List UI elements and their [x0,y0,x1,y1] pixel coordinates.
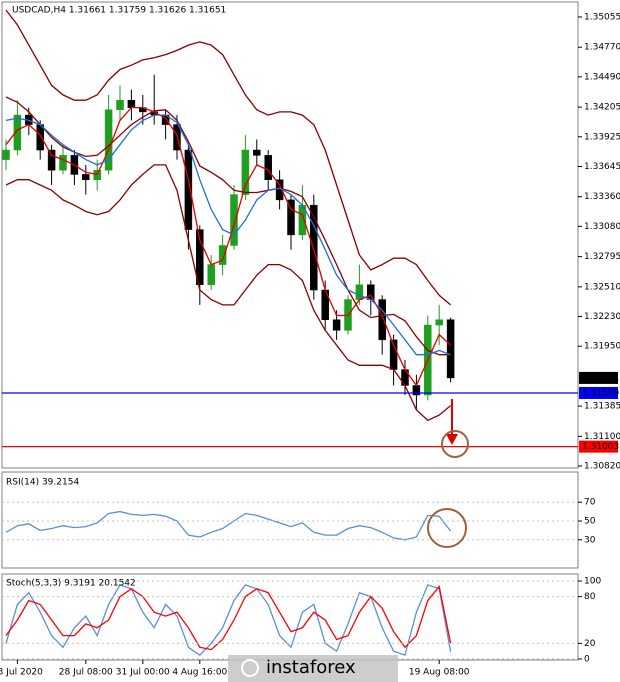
y-tick-label: 1.30820 [584,462,620,472]
plot-area [5,510,452,541]
price-level-label: 1.31509 [582,388,619,398]
candle-body [446,319,455,379]
candle-body [367,284,375,300]
y-tick-label: 1.33360 [584,192,620,202]
plot-layer: 1.35055 1.34770 1.34490 1.34205 1.33925 1.336… [0,6,620,678]
candle-body [47,149,56,171]
watermark-text: instaforex [266,657,356,678]
y-tick-label: 30 [584,535,596,545]
annotations [427,399,469,548]
indicator-line [5,585,452,651]
y-tick-label: 1.35055 [584,12,620,22]
candle-body [127,99,136,108]
arrow-head [446,434,458,445]
candle-body [287,199,295,236]
indicator-line [5,114,451,356]
watermark: instaforex [228,655,398,682]
y-tick-label: 20 [584,639,596,649]
y-tick-label: 1.32795 [584,252,620,262]
candle-body [230,194,238,246]
candle-body [253,149,261,156]
y-tick-label: 1.34490 [584,72,620,82]
main-panel [1,1,579,469]
candle-body [196,229,204,285]
y-tick-label: 70 [584,498,596,508]
rsi-circle [427,508,467,548]
indicator-line [5,164,452,422]
candle-body [218,245,227,265]
panel-title: Stoch(5,3,3) 9.3191 20.1542 [6,579,136,589]
x-tick-label: 4 Aug 16:00 [172,668,227,678]
candle-body [355,284,364,300]
y-tick-label: 1.32230 [584,312,620,322]
candle-body [378,299,386,341]
x-tick-label: 19 Aug 08:00 [409,668,470,678]
y-tick-label: 80 [584,592,596,602]
y-tick-label: 1.33925 [584,132,620,142]
candle-body [241,149,250,195]
candle-body [435,319,443,326]
y-tick-label: 1.33645 [584,162,620,172]
y-tick-label: 1.34205 [584,103,620,113]
price-level-label: 1.31003 [582,442,619,452]
candle-body [2,149,10,160]
candle-body [36,124,44,151]
y-tick-label: 50 [584,517,596,527]
y-tick-label: 1.31100 [584,432,620,442]
indicator-line [5,9,452,306]
candle-body [264,155,272,180]
rsi-panel [1,471,579,569]
panel-title: USDCAD,H4 1.31661 1.31759 1.31626 1.3165… [12,6,226,16]
y-tick-label: 0 [584,655,590,665]
candle-body [59,155,67,171]
y-tick-label: 1.31385 [584,402,620,412]
panel-title: RSI(14) 39.2154 [6,478,79,488]
y-tick-label: 1.34770 [584,43,620,53]
y-tick-label: 1.33080 [584,222,620,232]
price-level-box [579,440,618,453]
candle-body [13,114,22,151]
watermark-icon [241,659,259,677]
candle-body [82,174,90,180]
indicator-line [5,584,452,656]
x-tick-label: 31 Jul 00:00 [116,668,170,678]
watermark-box [228,655,398,682]
x-tick-label: 28 Jul 08:00 [59,668,113,678]
y-tick-label: 1.32510 [584,282,620,292]
last-price-label: 1.31651 [582,373,619,383]
indicator-line [5,96,451,356]
x-tick-label: 23 Jul 2020 [0,668,43,678]
candle-body [184,149,193,230]
plot-area [5,584,452,656]
plot-area [2,9,455,422]
target-circle [441,430,469,458]
indicator-line [5,510,452,541]
candle-body [207,264,215,285]
y-tick-label: 1.31950 [584,342,620,352]
price-level-box [579,386,618,399]
candle-body [332,319,341,331]
y-tick-label: 100 [584,577,601,587]
last-price-box [579,371,618,384]
candle-body [116,99,124,111]
